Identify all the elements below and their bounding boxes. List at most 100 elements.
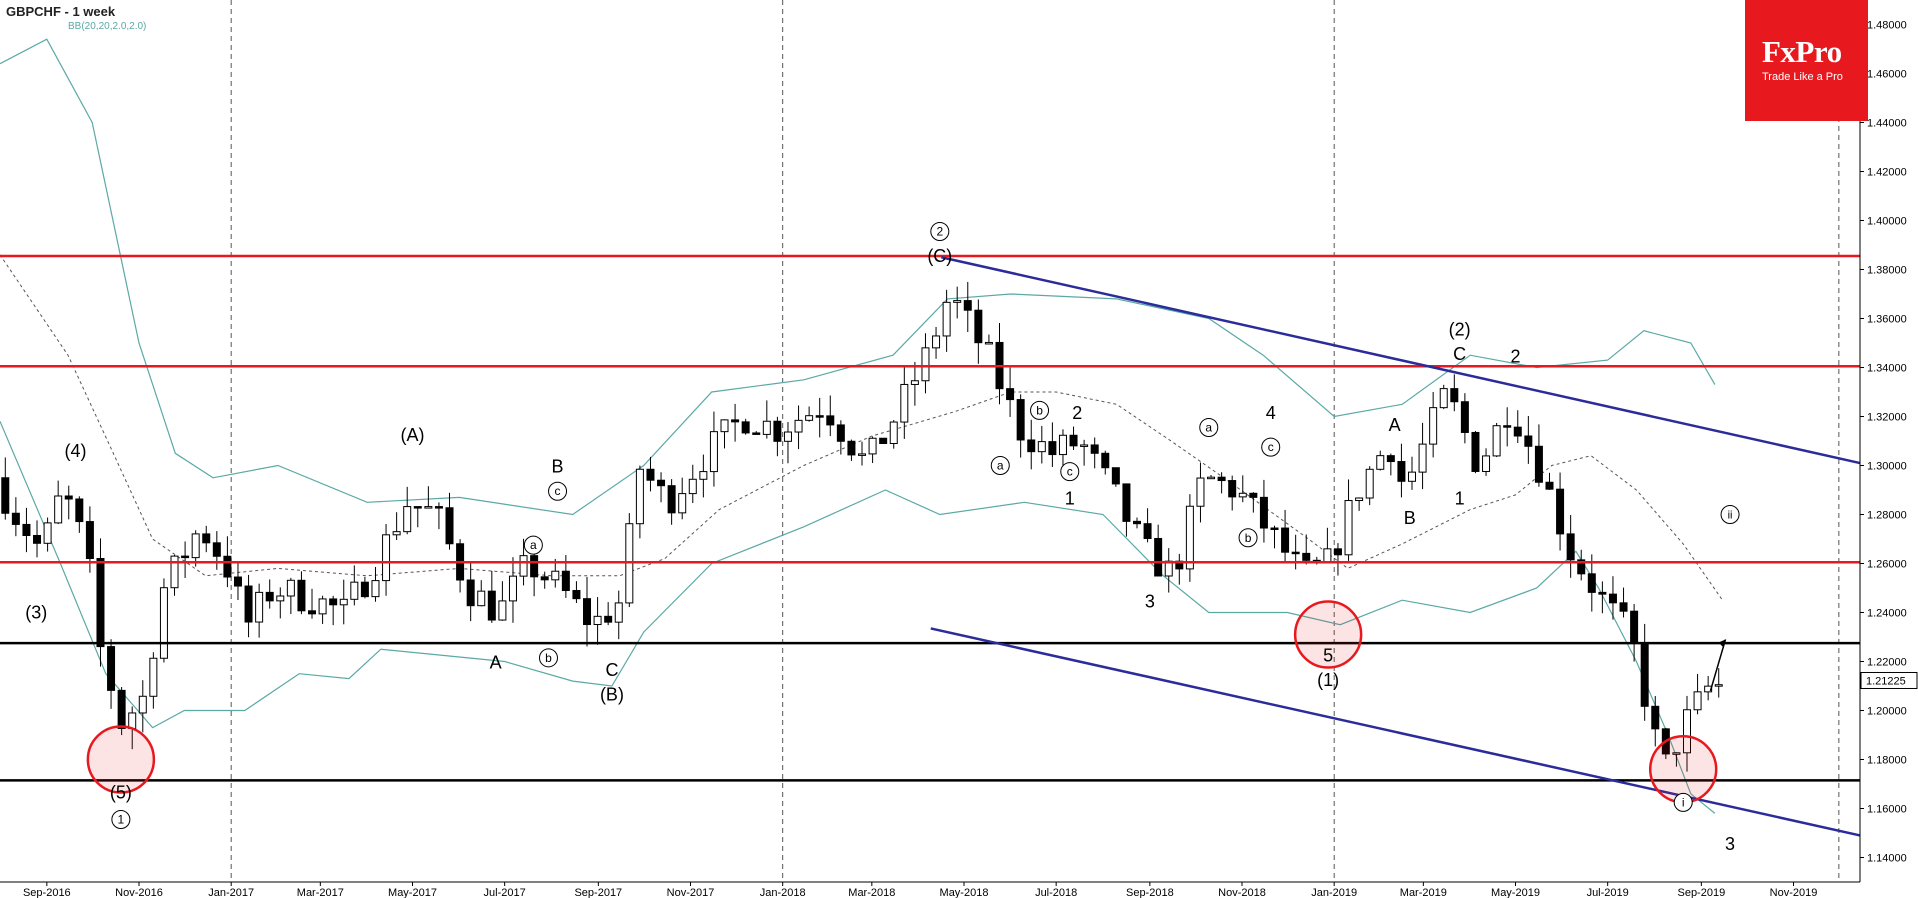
x-tick-label: Sep-2018 bbox=[1126, 887, 1174, 898]
candlesticks bbox=[1, 281, 1723, 772]
chart-header: GBPCHF - 1 week BB(20,20,2.0,2.0) bbox=[6, 4, 146, 32]
wave-label-ring bbox=[111, 810, 131, 830]
x-tick-label: Sep-2016 bbox=[23, 887, 71, 898]
candle-body bbox=[1355, 497, 1364, 502]
candle-body bbox=[868, 437, 877, 455]
candle-body bbox=[1460, 401, 1469, 433]
candle-body bbox=[1439, 388, 1448, 409]
candle-body bbox=[1682, 709, 1691, 754]
wave-label: c bbox=[1067, 465, 1073, 479]
x-tick-label: May-2017 bbox=[388, 887, 437, 898]
projection-arrow-line bbox=[1709, 639, 1727, 692]
candle-body bbox=[1, 477, 10, 514]
wave-label: (A) bbox=[400, 425, 424, 445]
candle-body bbox=[1333, 548, 1342, 556]
candle-body bbox=[297, 579, 306, 612]
current-price-label: 1.21225 bbox=[1866, 675, 1906, 687]
wave-label: (4) bbox=[65, 441, 87, 461]
candle-body bbox=[1323, 548, 1332, 563]
wave-label: (3) bbox=[25, 603, 47, 623]
candle-body bbox=[159, 587, 168, 659]
x-tick-label: Nov-2017 bbox=[667, 887, 715, 898]
y-tick-label: 1.46000 bbox=[1867, 69, 1907, 81]
x-tick-label: Jul-2018 bbox=[1035, 887, 1077, 898]
candle-body bbox=[1080, 444, 1089, 447]
candle-body bbox=[1577, 559, 1586, 575]
wave-label: 1 bbox=[118, 813, 125, 827]
x-tick-label: Mar-2018 bbox=[848, 887, 895, 898]
candle-body bbox=[1513, 426, 1522, 437]
candle-body bbox=[678, 493, 687, 514]
candle-body bbox=[614, 602, 623, 623]
wave-label: 4 bbox=[1266, 403, 1276, 423]
candle-body bbox=[932, 335, 941, 349]
wave-label-ring bbox=[1261, 437, 1281, 457]
candle-body bbox=[360, 581, 369, 598]
time-grid bbox=[230, 0, 1840, 882]
candle-body bbox=[487, 590, 496, 621]
candle-body bbox=[974, 309, 983, 344]
wave-label: 1 bbox=[1065, 489, 1075, 509]
wave-label: (C) bbox=[927, 246, 952, 266]
highlight-circle bbox=[86, 725, 156, 794]
wave-label-ring bbox=[1238, 528, 1258, 548]
wave-label: a bbox=[1205, 421, 1212, 435]
y-tick-label: 1.16000 bbox=[1867, 804, 1907, 816]
candle-body bbox=[1397, 461, 1406, 482]
candle-body bbox=[138, 695, 147, 714]
candle-body bbox=[1101, 452, 1110, 469]
candle-body bbox=[1037, 441, 1046, 453]
chart-title: GBPCHF - 1 week bbox=[6, 4, 116, 19]
candle-body bbox=[1619, 602, 1628, 612]
candle-body bbox=[382, 534, 391, 582]
candle-body bbox=[530, 555, 539, 578]
x-tick-label: Jan-2018 bbox=[760, 887, 806, 898]
wave-label-ring bbox=[548, 481, 568, 501]
y-tick-label: 1.20000 bbox=[1867, 706, 1907, 718]
x-tick-label: Mar-2017 bbox=[297, 887, 344, 898]
candle-body bbox=[731, 419, 740, 423]
candle-body bbox=[233, 576, 242, 587]
x-tick-label: Sep-2019 bbox=[1677, 887, 1725, 898]
candle-body bbox=[445, 507, 454, 545]
candle-body bbox=[64, 495, 73, 500]
x-tick-label: Jan-2019 bbox=[1311, 887, 1357, 898]
wave-label: C bbox=[1453, 344, 1466, 364]
candle-body bbox=[572, 590, 581, 600]
candle-body bbox=[1122, 483, 1131, 522]
wave-label-ring bbox=[538, 648, 558, 668]
x-tick-label: Jul-2019 bbox=[1587, 887, 1629, 898]
y-tick-label: 1.44000 bbox=[1867, 118, 1907, 130]
wave-label: 2 bbox=[936, 225, 943, 239]
candle-body bbox=[33, 534, 42, 544]
bollinger-upper-band bbox=[0, 38, 1716, 516]
candle-body bbox=[54, 495, 63, 524]
candle-body bbox=[741, 421, 750, 434]
candle-body bbox=[1133, 520, 1142, 525]
candle-body bbox=[1524, 435, 1533, 447]
candle-body bbox=[593, 615, 602, 626]
fxpro-logo: FxPro Trade Like a Pro bbox=[1745, 0, 1868, 121]
candle-body bbox=[657, 479, 666, 487]
candle-body bbox=[1344, 500, 1353, 556]
y-tick-label: 1.14000 bbox=[1867, 853, 1907, 865]
highlight-circles bbox=[86, 600, 1718, 804]
candle-body bbox=[212, 542, 221, 557]
candle-body bbox=[202, 533, 211, 544]
candle-body bbox=[466, 579, 475, 607]
candle-body bbox=[1608, 593, 1617, 604]
y-tick-label: 1.22000 bbox=[1867, 657, 1907, 669]
candle-body bbox=[1386, 455, 1395, 463]
candle-body bbox=[1407, 471, 1416, 482]
wave-label: 3 bbox=[1145, 591, 1155, 611]
wave-label: a bbox=[530, 538, 537, 552]
candle-body bbox=[1291, 551, 1300, 555]
y-tick-label: 1.36000 bbox=[1867, 314, 1907, 326]
candle-body bbox=[963, 300, 972, 311]
candle-body bbox=[434, 506, 443, 509]
candle-body bbox=[519, 555, 528, 577]
candle-body bbox=[720, 419, 729, 433]
candle-body bbox=[688, 478, 697, 495]
candle-body bbox=[1185, 505, 1194, 570]
x-tick-label: Nov-2016 bbox=[115, 887, 163, 898]
